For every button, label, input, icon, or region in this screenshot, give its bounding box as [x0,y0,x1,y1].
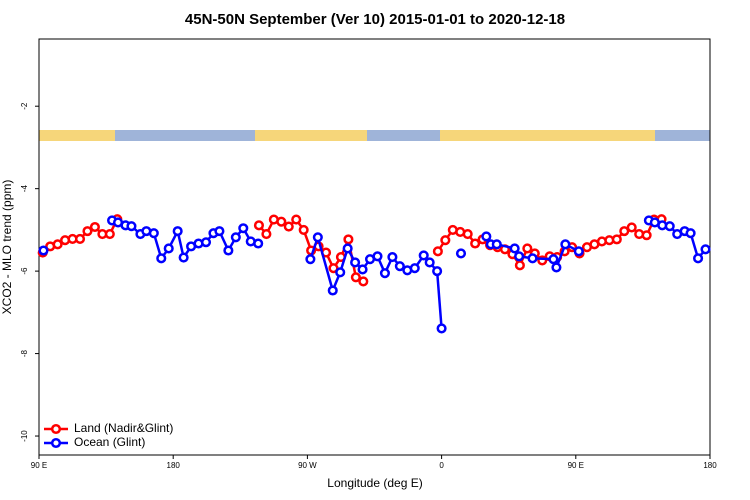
point [350,257,361,268]
point [573,246,584,257]
point [253,238,264,249]
y-tick-label: -6 [20,267,29,275]
point [350,272,361,283]
point [560,239,571,250]
land-strip [440,130,655,141]
point [379,268,390,279]
point [432,266,443,277]
point [455,248,467,259]
chart-title: 45N-50N September (Ver 10) 2015-01-01 to… [185,11,565,28]
point [551,262,562,273]
point [409,263,420,274]
point [641,230,652,241]
point [276,216,287,227]
point [527,253,538,264]
point [343,234,354,245]
point [394,261,405,272]
point [387,252,398,263]
legend-marker [50,437,62,449]
point [548,254,559,265]
point [89,221,100,233]
legend-marker [50,423,62,435]
point [693,253,704,264]
point [74,233,86,245]
point [172,226,183,237]
point [163,243,174,254]
point [514,251,525,262]
point [253,220,264,231]
point [82,226,93,237]
y-axis-label: XCO2 - MLO trend (ppm) [0,180,14,315]
land-strip [39,130,115,141]
point [619,226,630,237]
point [327,285,338,296]
land-strip [255,130,367,141]
point [283,221,294,232]
x-tick-label: 90 E [568,461,584,470]
point [664,221,675,232]
point [238,223,249,234]
point [261,228,272,240]
point [509,243,520,254]
x-axis-label: Longitude (deg E) [327,476,422,490]
point [358,276,369,287]
point [200,237,212,248]
ocean-strip [39,130,710,141]
point [418,250,429,261]
map-strip [39,130,710,141]
legend-label: Ocean (Glint) [74,435,145,449]
point [432,246,443,257]
point [522,243,533,254]
point [514,260,525,271]
plot-frame [38,38,711,456]
legend-label: Land (Nadir&Glint) [74,421,173,435]
point [104,228,115,240]
point [156,253,167,264]
y-tick-label: -4 [20,185,29,193]
point [298,224,309,235]
point [357,264,368,275]
y-tick-label: -2 [20,102,29,110]
point [52,239,63,250]
x-tick-label: 180 [167,461,181,470]
point [372,251,383,262]
point [126,221,137,232]
point [470,238,481,249]
point [685,228,696,239]
point [335,267,346,278]
point [626,222,637,233]
point [491,239,502,250]
point [148,228,159,239]
y-tick-label: -8 [20,349,29,357]
point [223,245,234,256]
point [305,254,316,265]
point [230,232,241,243]
x-tick-label: 0 [439,461,444,470]
point [312,232,323,243]
point [214,226,225,237]
point [440,235,451,246]
point [178,252,189,263]
point [436,323,447,334]
x-tick-label: 90 W [298,461,317,470]
point [700,244,711,255]
point [38,245,49,256]
y-tick-label: -10 [20,430,29,442]
point [481,231,492,242]
point [462,228,473,240]
point [342,243,353,254]
point [611,234,622,245]
point [424,257,435,268]
x-tick-label: 180 [703,461,717,470]
point [291,214,302,225]
x-tick-label: 90 E [31,461,47,470]
